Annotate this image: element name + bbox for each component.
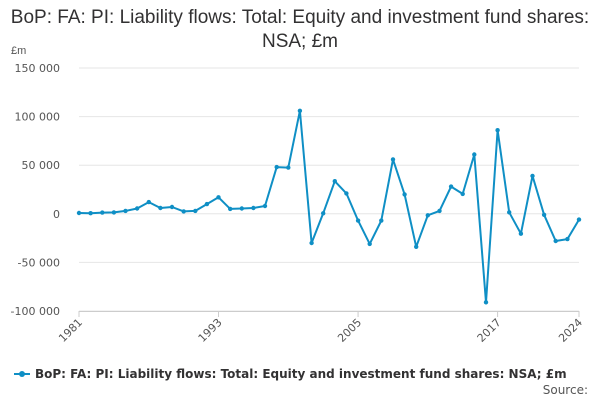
legend-label: BoP: FA: PI: Liability flows: Total: Equ… <box>35 367 567 381</box>
data-point[interactable] <box>437 208 442 214</box>
y-axis-ticks: -100 000 -50 000 0 50 000 100 000 150 000 <box>11 62 60 318</box>
data-point[interactable] <box>390 157 396 162</box>
x-tick-label: 2017 <box>475 316 504 345</box>
data-point[interactable] <box>88 211 93 216</box>
data-point[interactable] <box>204 201 210 207</box>
data-point[interactable] <box>321 211 326 216</box>
data-point[interactable] <box>169 204 175 210</box>
data-point[interactable] <box>76 210 82 216</box>
data-point[interactable] <box>495 128 500 133</box>
y-tick-label: 150 000 <box>15 62 61 75</box>
y-tick-label: 100 000 <box>15 111 61 124</box>
data-point[interactable] <box>181 209 186 214</box>
data-point[interactable] <box>216 195 221 200</box>
data-point[interactable] <box>251 205 256 211</box>
legend-swatch-icon <box>14 369 30 379</box>
data-point[interactable] <box>193 208 198 214</box>
grid-lines <box>79 67 579 312</box>
data-point[interactable] <box>541 212 547 217</box>
x-axis-ticks: 1981 1993 2005 2017 2024 <box>56 311 585 345</box>
y-tick-label: 0 <box>53 208 60 221</box>
data-point[interactable] <box>146 199 151 205</box>
data-point[interactable] <box>262 203 268 209</box>
series-group <box>76 108 582 305</box>
y-axis-unit-label: £m <box>11 45 27 57</box>
data-point[interactable] <box>355 218 361 223</box>
data-point[interactable] <box>111 210 117 215</box>
series-line <box>78 109 580 304</box>
source-label: Source: <box>542 383 588 397</box>
data-point[interactable] <box>448 184 454 189</box>
data-point[interactable] <box>286 165 291 170</box>
data-point[interactable] <box>134 206 140 211</box>
data-point[interactable] <box>297 108 303 114</box>
y-tick-label: 50 000 <box>22 159 61 172</box>
data-point[interactable] <box>309 240 314 246</box>
x-tick-label: 1981 <box>56 316 85 345</box>
data-point[interactable] <box>425 213 430 218</box>
chart-title: BoP: FA: PI: Liability flows: Total: Equ… <box>10 7 590 52</box>
data-point[interactable] <box>507 210 512 215</box>
legend[interactable]: BoP: FA: PI: Liability flows: Total: Equ… <box>14 367 567 381</box>
x-tick-label: 1993 <box>196 316 225 345</box>
data-point[interactable] <box>460 191 465 197</box>
data-point[interactable] <box>239 206 244 211</box>
data-point[interactable] <box>565 236 570 242</box>
data-point[interactable] <box>576 217 582 222</box>
x-tick-label: 2024 <box>556 316 585 345</box>
data-point[interactable] <box>344 191 349 196</box>
data-point[interactable] <box>472 152 477 157</box>
data-point[interactable] <box>100 210 105 215</box>
data-point[interactable] <box>123 208 128 214</box>
data-point[interactable] <box>158 205 163 211</box>
data-point[interactable] <box>414 244 419 249</box>
data-point[interactable] <box>483 300 489 305</box>
data-point[interactable] <box>530 173 535 179</box>
data-point[interactable] <box>228 206 233 212</box>
y-tick-label: -50 000 <box>18 256 60 269</box>
data-point[interactable] <box>332 179 337 184</box>
data-point[interactable] <box>402 192 407 197</box>
data-point[interactable] <box>379 218 384 223</box>
y-tick-label: -100 000 <box>11 305 60 318</box>
data-point[interactable] <box>518 231 524 236</box>
data-point[interactable] <box>553 238 558 244</box>
x-tick-label: 2005 <box>335 316 364 345</box>
data-point[interactable] <box>274 164 279 170</box>
data-point[interactable] <box>367 241 372 247</box>
